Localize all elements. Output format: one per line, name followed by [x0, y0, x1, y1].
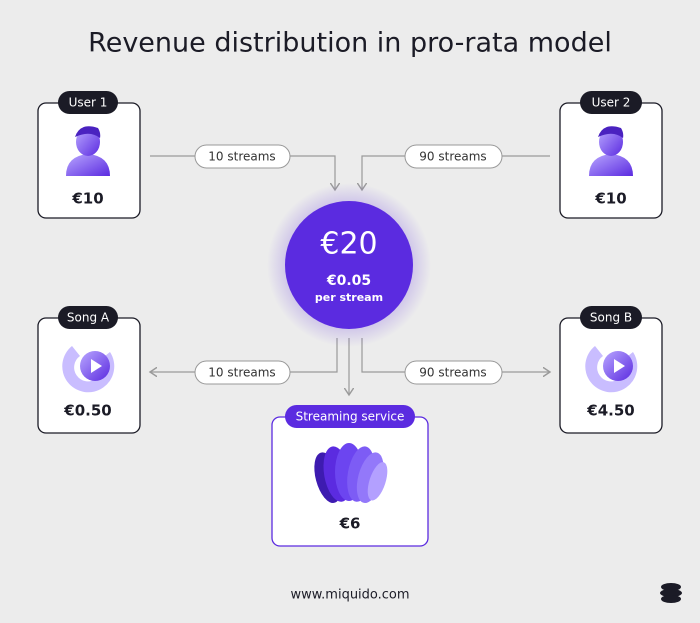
pool-rate: €0.05: [326, 273, 371, 289]
user-icon: [589, 126, 633, 176]
pool-rate-unit: per stream: [315, 291, 383, 304]
pool-amount: €20: [320, 227, 377, 262]
song-node: Song B €4.50: [559, 306, 663, 434]
footer-url: www.miquido.com: [290, 588, 409, 603]
song-node: Song A €0.50: [37, 306, 141, 434]
service-icon: [314, 443, 388, 503]
edge-label: 90 streams: [419, 150, 486, 164]
pool-node: €20 €0.05 per stream: [267, 183, 431, 347]
node-label: Song B: [590, 311, 632, 325]
edge-label: 90 streams: [419, 366, 486, 380]
edge-label: 10 streams: [208, 366, 275, 380]
service-node: Streaming service €6: [271, 405, 429, 547]
node-label: User 2: [592, 96, 631, 110]
user-icon: [66, 126, 110, 176]
song-icon: [585, 346, 638, 393]
node-amount: €0.50: [63, 402, 111, 420]
node-amount: €4.50: [586, 402, 634, 420]
node-label: Streaming service: [296, 410, 405, 424]
node-amount: €10: [71, 190, 103, 208]
title: Revenue distribution in pro-rata model: [88, 28, 612, 59]
logo: [660, 583, 682, 603]
node-amount: €6: [339, 515, 361, 533]
edge-labels: 10 streams 90 streams 10 streams 90 stre…: [194, 144, 503, 385]
user-node: User 2 €10: [559, 91, 663, 219]
node-label: Song A: [67, 311, 110, 325]
node-label: User 1: [69, 96, 108, 110]
song-icon: [62, 346, 115, 393]
user-node: User 1 €10: [37, 91, 141, 219]
node-amount: €10: [594, 190, 626, 208]
edge-label: 10 streams: [208, 150, 275, 164]
